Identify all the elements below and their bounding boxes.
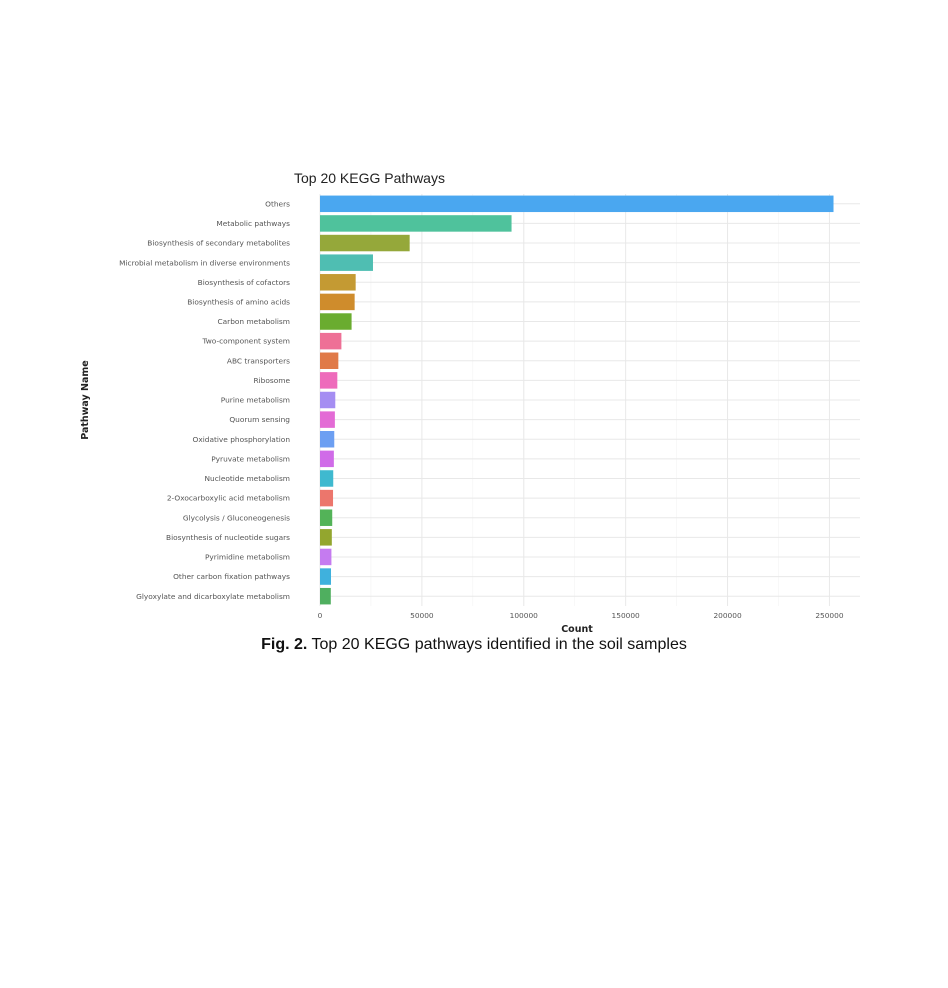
bar-abc-transporters [320,352,339,370]
y-tick-labels: Others Metabolic pathways Biosynthesis of … [119,199,290,600]
bar-others [320,195,834,213]
y-tick-label: Glycolysis / Gluconeogenesis [183,513,290,522]
y-tick-label: Microbial metabolism in diverse environm… [119,258,290,267]
y-tick-label: Biosynthesis of secondary metabolites [147,239,290,248]
y-tick-label: Ribosome [253,376,290,385]
y-tick-label: Other carbon fixation pathways [173,572,290,581]
bar-other-carbon-fixation-pathways [320,568,332,585]
bar-glyoxylate-and-dicarboxylate-metabolism [320,587,331,605]
x-tick-label: 0 [318,611,323,620]
y-tick-label: Others [265,199,290,208]
x-tick-labels: 0 50000 100000 150000 200000 250000 [318,611,844,620]
x-tick-label: 50000 [410,611,434,620]
bar-nucleotide-metabolism [320,470,334,487]
y-tick-label: Quorum sensing [229,415,290,424]
y-tick-label: Biosynthesis of cofactors [198,278,290,287]
bar-biosynthesis-of-cofactors [320,274,356,291]
grid-lines [319,194,860,606]
bar-biosynthesis-of-amino-acids [320,293,355,311]
y-tick-label: ABC transporters [227,356,290,365]
bar-ribosome [320,372,338,389]
y-tick-label: Two-component system [201,337,290,346]
y-tick-label: 2-Oxocarboxylic acid metabolism [167,494,290,503]
x-axis-title: Count [561,624,593,635]
bar-biosynthesis-of-secondary-metabolites [320,234,410,252]
y-tick-label: Nucleotide metabolism [205,474,290,483]
bar-carbon-metabolism [320,313,352,330]
y-axis-title: Pathway Name [80,360,91,440]
chart-title: Top 20 KEGG Pathways [294,170,445,186]
y-tick-label: Carbon metabolism [217,317,290,326]
y-tick-label: Biosynthesis of nucleotide sugars [166,533,290,542]
y-tick-label: Metabolic pathways [216,219,290,228]
bar-metabolic-pathways [320,215,512,232]
y-tick-label: Pyrimidine metabolism [205,553,290,562]
figure-caption: Fig. 2. Top 20 KEGG pathways identified … [0,636,948,654]
bar-2-oxocarboxylic-acid-metabolism [320,489,334,507]
y-tick-label: Pyruvate metabolism [211,454,290,463]
bar-oxidative-phosphorylation [320,430,335,448]
bar-purine-metabolism [320,391,336,409]
x-tick-label: 150000 [612,611,641,620]
bar-biosynthesis-of-nucleotide-sugars [320,529,332,546]
caption-text: Top 20 KEGG pathways identified in the s… [307,636,687,653]
y-tick-label: Purine metabolism [221,396,290,405]
bar-two-component-system [320,332,342,350]
x-tick-label: 250000 [815,611,844,620]
bar-pyruvate-metabolism [320,450,334,468]
figure-label: Fig. 2. [261,636,308,653]
bar-microbial-metabolism-in-diverse-environments [320,254,373,271]
bar-quorum-sensing [320,411,335,428]
y-tick-label: Oxidative phosphorylation [193,435,291,444]
bars [320,195,834,605]
bar-glycolysis-gluconeogenesis [320,509,333,526]
y-tick-label: Glyoxylate and dicarboxylate metabolism [136,592,290,601]
x-tick-label: 200000 [713,611,742,620]
bar-pyrimidine-metabolism [320,548,332,566]
y-tick-label: Biosynthesis of amino acids [187,298,290,307]
x-tick-label: 100000 [510,611,539,620]
